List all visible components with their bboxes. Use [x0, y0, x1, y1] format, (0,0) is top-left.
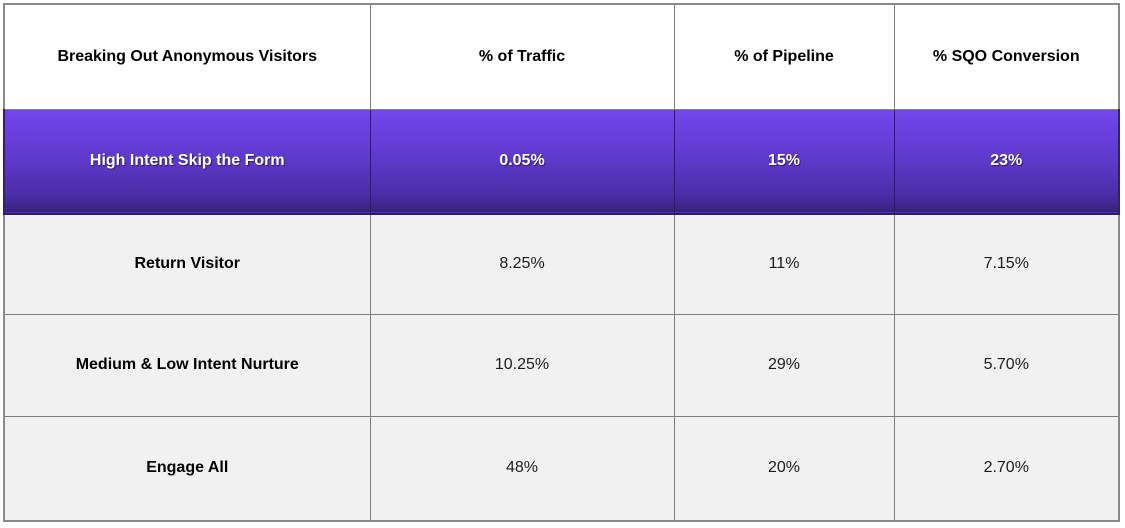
column-header-traffic: % of Traffic — [369, 3, 675, 110]
pipeline-cell: 11% — [673, 213, 895, 315]
pipeline-cell: 20% — [673, 415, 895, 522]
column-header-breaking-out: Breaking Out Anonymous Visitors — [3, 3, 371, 110]
column-header-pipeline: % of Pipeline — [673, 3, 895, 110]
table-row-medium-low-nurture: Medium & Low Intent Nurture 10.25% 29% 5… — [3, 313, 1120, 417]
row-label-cell: High Intent Skip the Form — [3, 108, 371, 215]
traffic-cell: 8.25% — [369, 213, 675, 315]
table-row-high-intent: High Intent Skip the Form 0.05% 15% 23% — [3, 108, 1120, 215]
sqo-cell: 2.70% — [893, 415, 1120, 522]
pipeline-cell: 29% — [673, 313, 895, 417]
sqo-cell: 23% — [893, 108, 1120, 215]
table-header-row: Breaking Out Anonymous Visitors % of Tra… — [3, 3, 1120, 110]
pipeline-cell: 15% — [673, 108, 895, 215]
table-row-engage-all: Engage All 48% 20% 2.70% — [3, 415, 1120, 522]
sqo-cell: 5.70% — [893, 313, 1120, 417]
traffic-cell: 10.25% — [369, 313, 675, 417]
table-row-return-visitor: Return Visitor 8.25% 11% 7.15% — [3, 213, 1120, 315]
row-label-cell: Return Visitor — [3, 213, 371, 315]
row-label-cell: Medium & Low Intent Nurture — [3, 313, 371, 417]
column-header-sqo-conversion: % SQO Conversion — [893, 3, 1120, 110]
anonymous-visitors-table: Breaking Out Anonymous Visitors % of Tra… — [3, 3, 1120, 522]
row-label-cell: Engage All — [3, 415, 371, 522]
traffic-cell: 0.05% — [369, 108, 675, 215]
traffic-cell: 48% — [369, 415, 675, 522]
sqo-cell: 7.15% — [893, 213, 1120, 315]
